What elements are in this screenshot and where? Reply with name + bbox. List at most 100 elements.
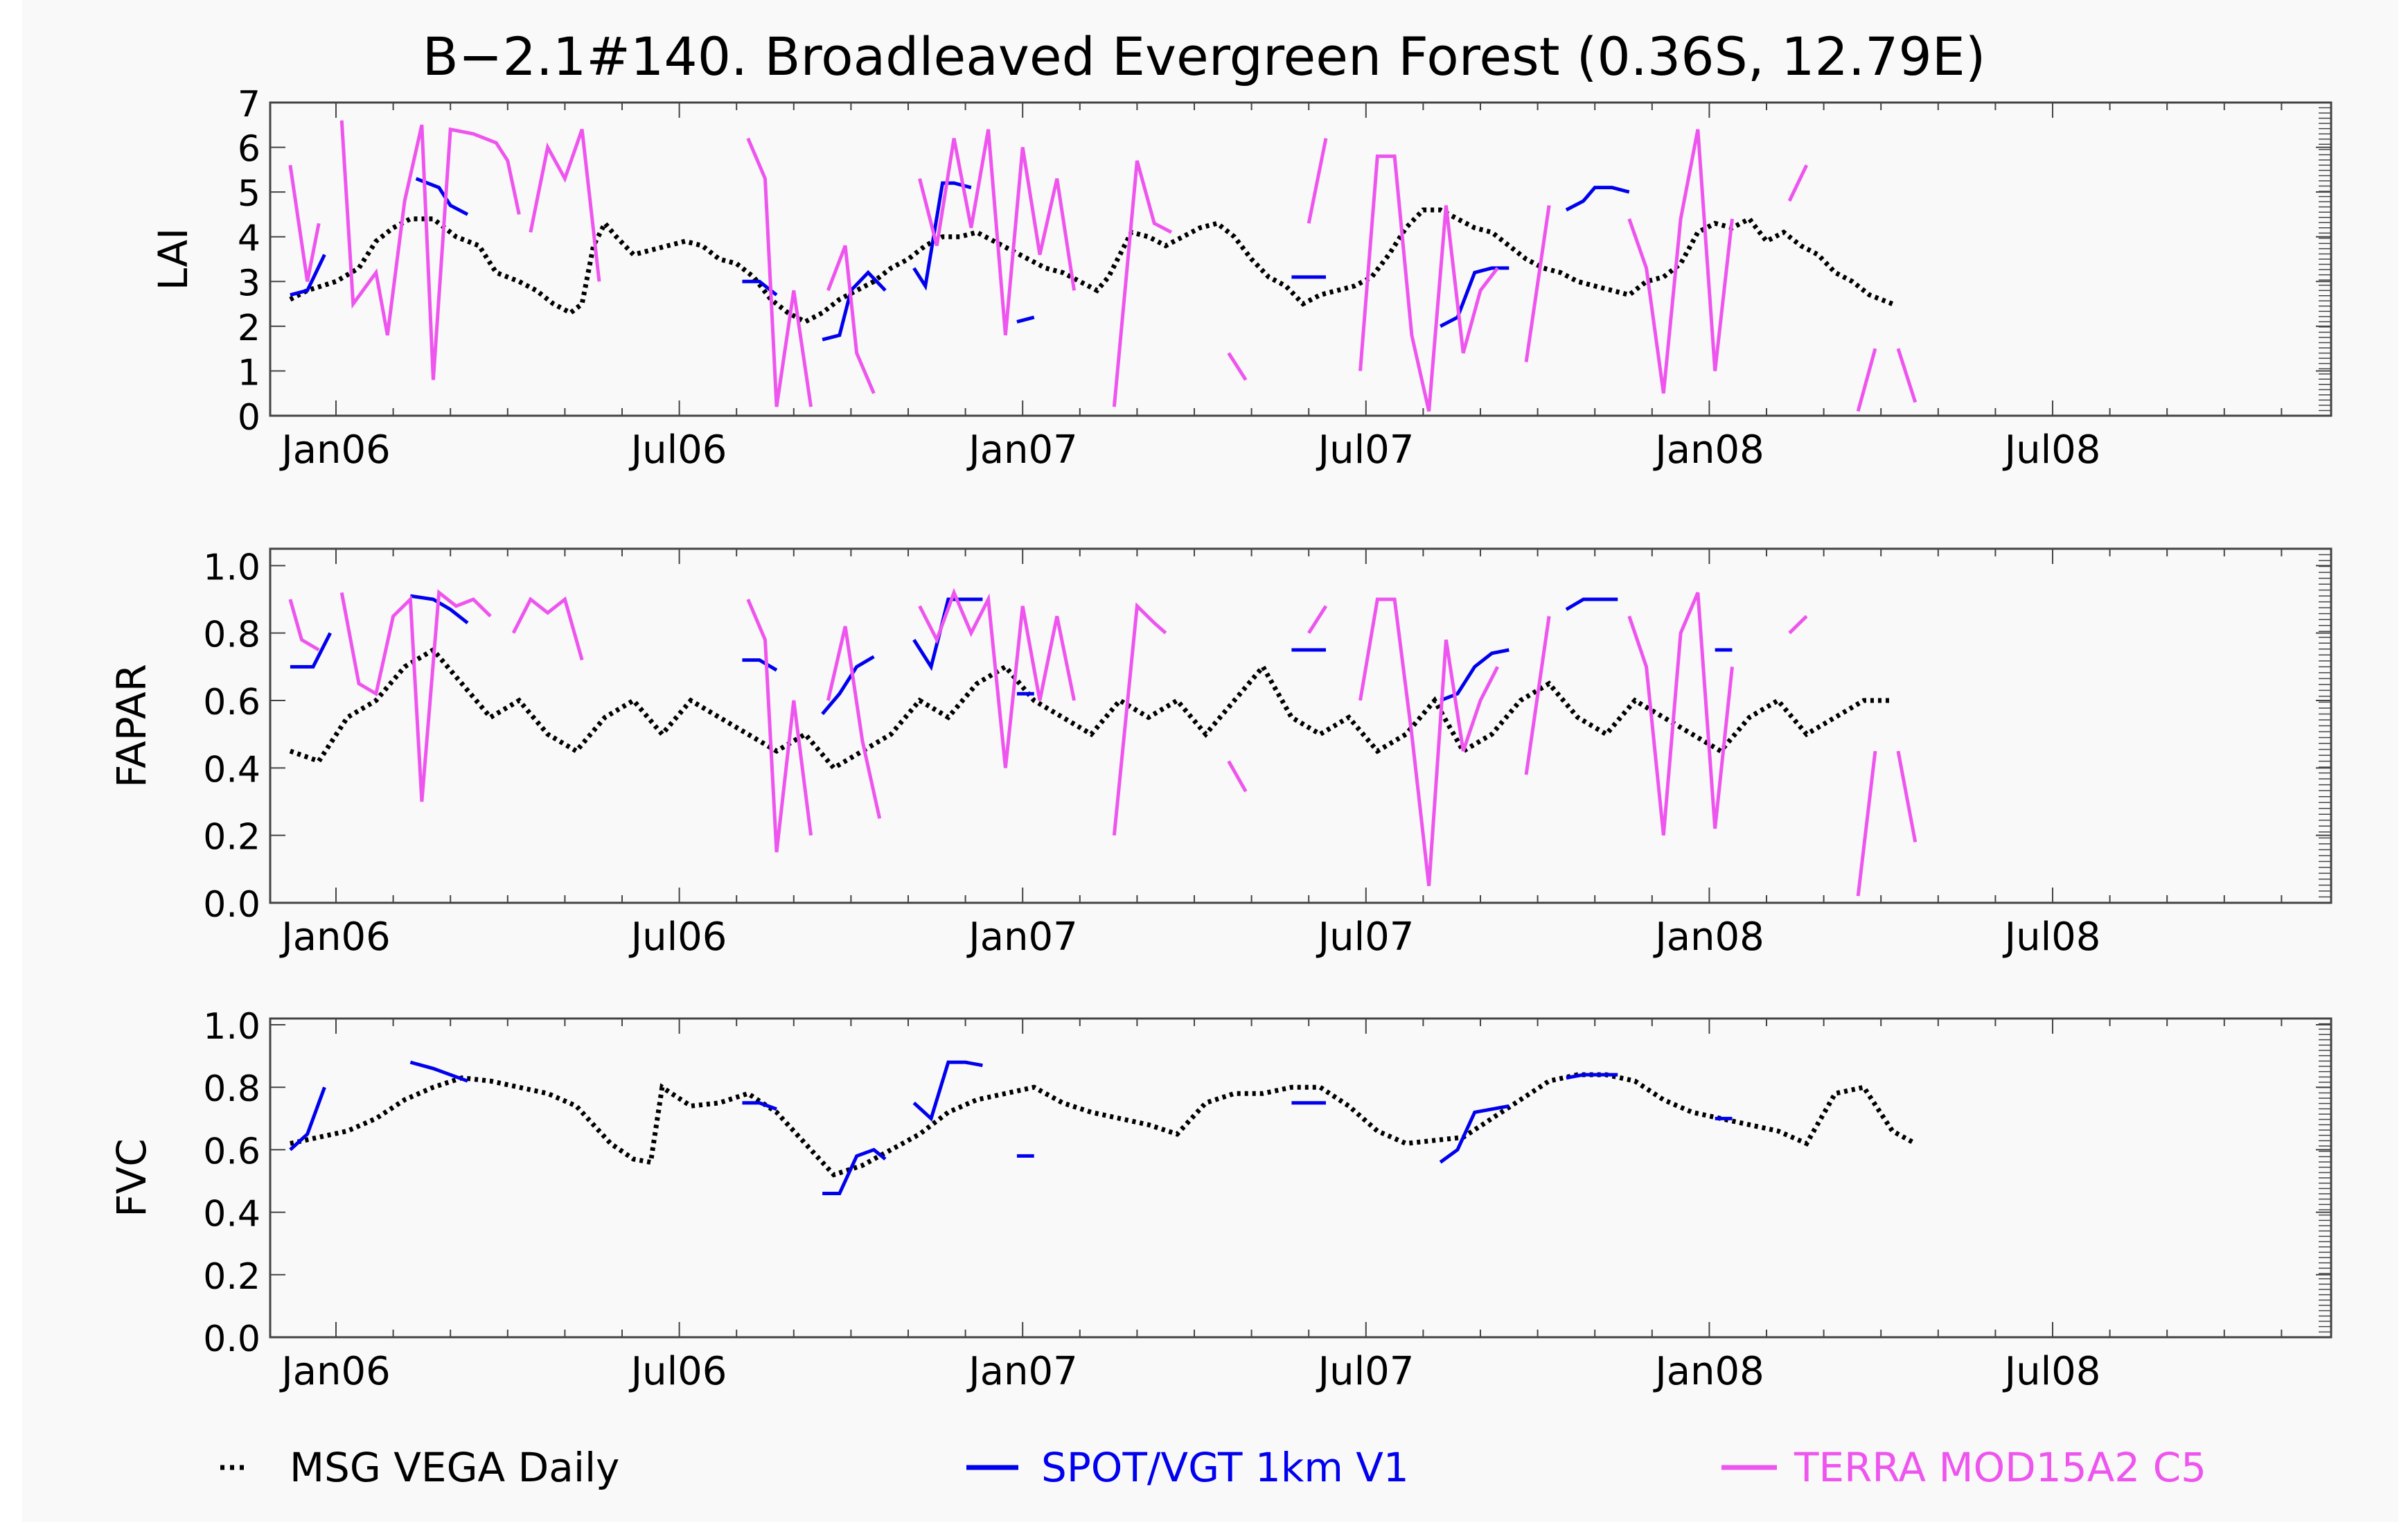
y-tick-label: 7 xyxy=(238,84,260,125)
series-terra-segment xyxy=(918,588,1076,768)
series-terra-segment xyxy=(1227,760,1248,793)
series-terra-segment xyxy=(1787,164,1809,202)
panel-frame-fapar xyxy=(269,547,2332,904)
x-tick-label: Jul06 xyxy=(629,1349,727,1394)
series-terra-segment xyxy=(1112,602,1167,836)
x-tick-label: Jul07 xyxy=(1316,1349,1415,1394)
series-terra-segment xyxy=(918,129,1077,335)
y-axis-label-lai: LAI xyxy=(150,228,197,290)
series-spot-segment xyxy=(1439,1104,1510,1164)
x-tick-label: Jan06 xyxy=(279,1349,391,1394)
panel-frame-fvc xyxy=(269,1017,2332,1339)
y-tick-label: 0 xyxy=(238,397,260,439)
series-terra-segment xyxy=(1896,750,1918,843)
series-terra-segment xyxy=(746,137,813,407)
y-tick-label: 0.0 xyxy=(203,884,260,926)
series-group-fapar xyxy=(288,588,1918,897)
y-tick-label: 2 xyxy=(238,308,260,349)
series-terra-segment xyxy=(1358,154,1499,412)
y-tick-label: 0.6 xyxy=(203,1131,260,1172)
series-spot-segment xyxy=(1016,315,1035,324)
series-spot-segment xyxy=(742,658,778,672)
y-tick-label: 0.8 xyxy=(203,1068,260,1110)
x-tick-label: Jul08 xyxy=(2003,1349,2101,1394)
legend-item-terra: TERRA MOD15A2 C5 xyxy=(1721,1444,2206,1491)
series-terra-segment xyxy=(1524,205,1551,362)
y-tick-label: 0.2 xyxy=(203,817,260,858)
x-tick-label: Jan07 xyxy=(966,427,1078,473)
series-spot-segment xyxy=(289,1086,326,1152)
series-terra-segment xyxy=(511,596,584,661)
series-spot-segment xyxy=(821,655,875,716)
x-tick-label: Jan07 xyxy=(966,1349,1078,1394)
y-axis-label-fvc: FVC xyxy=(108,1138,155,1217)
x-tick-label: Jan08 xyxy=(1653,1349,1764,1394)
y-tick-label: 5 xyxy=(238,173,260,215)
series-terra-segment xyxy=(1358,597,1500,886)
panel-fapar: Jan06 Jul06 Jan07 Jul07 Jan08 Jul08 0.0 0.2 0.4 0… xyxy=(108,547,2332,960)
series-terra-segment xyxy=(1627,592,1734,836)
series-terra-segment xyxy=(288,165,321,282)
x-tick-label: Jul08 xyxy=(2003,915,2101,960)
series-spot-segment xyxy=(1565,597,1618,611)
series-spot-segment xyxy=(410,594,469,625)
series-terra-segment xyxy=(826,245,876,394)
x-tick-label: Jan08 xyxy=(1653,427,1764,473)
y-axis-label-fapar: FAPAR xyxy=(108,664,155,788)
y-tick-label: 4 xyxy=(238,218,260,260)
legend-label-msg: MSG VEGA Daily xyxy=(290,1444,619,1491)
x-tick-label: Jul07 xyxy=(1316,915,1415,960)
series-spot-segment xyxy=(822,1147,887,1196)
series-spot-segment xyxy=(290,254,326,297)
y-tick-label: 1.0 xyxy=(203,1006,260,1048)
series-msg-line-fvc xyxy=(290,1072,1917,1178)
series-terra-segment xyxy=(288,599,320,652)
y-tick-label: 0.8 xyxy=(203,615,260,656)
x-tick-label: Jan08 xyxy=(1653,915,1764,960)
y-tick-label: 0.4 xyxy=(203,1194,260,1235)
legend-label-spot: SPOT/VGT 1km V1 xyxy=(1041,1444,1409,1491)
y-tick-label: 0.4 xyxy=(203,749,260,791)
series-terra-segment xyxy=(1856,750,1877,897)
series-terra-segment xyxy=(339,120,521,380)
series-spot-segment xyxy=(912,1060,983,1122)
panel-frame-lai xyxy=(269,101,2332,417)
y-tick-label: 3 xyxy=(238,263,260,304)
series-spot-segment xyxy=(290,632,332,669)
chart-title: B−2.1#140. Broadleaved Evergreen Forest … xyxy=(423,26,1986,87)
series-terra-segment xyxy=(1227,352,1248,381)
series-terra-segment xyxy=(1112,160,1173,407)
panel-fvc: Jan06 Jul06 Jan07 Jul07 Jan08 Jul08 0.0 0.2 0.4 0… xyxy=(108,1006,2332,1394)
x-tick-label: Jul07 xyxy=(1316,427,1415,473)
series-spot-segment xyxy=(912,181,972,291)
y-tick-label: 0.0 xyxy=(203,1319,260,1360)
series-terra-segment xyxy=(339,589,492,802)
y-tick-label: 1.0 xyxy=(203,547,260,588)
series-spot-segment xyxy=(742,1101,777,1111)
series-terra-segment xyxy=(1524,615,1551,775)
series-terra-segment xyxy=(746,599,813,853)
x-tick-label: Jul06 xyxy=(629,427,727,473)
y-tick-label: 0.2 xyxy=(203,1256,260,1298)
x-tick-label: Jan06 xyxy=(279,427,391,473)
series-msg-line-fapar xyxy=(289,646,1893,771)
series-terra-segment xyxy=(1896,348,1918,403)
series-terra-segment xyxy=(1307,138,1328,224)
y-tick-label: 1 xyxy=(238,352,260,394)
series-terra-segment xyxy=(529,128,601,282)
series-spot-segment xyxy=(409,1060,468,1083)
x-tick-label: Jul06 xyxy=(629,915,727,960)
x-tick-label: Jan06 xyxy=(279,915,391,960)
series-terra-segment xyxy=(1627,129,1734,394)
series-group-lai xyxy=(288,120,1918,412)
series-spot-segment xyxy=(1565,186,1630,212)
series-spot-segment xyxy=(1566,1073,1618,1080)
legend-label-terra: TERRA MOD15A2 C5 xyxy=(1794,1444,2206,1491)
series-terra-segment xyxy=(1856,348,1877,412)
legend: MSG VEGA Daily SPOT/VGT 1km V1 TERRA MOD… xyxy=(220,1444,2206,1491)
y-tick-label: 6 xyxy=(238,129,260,170)
